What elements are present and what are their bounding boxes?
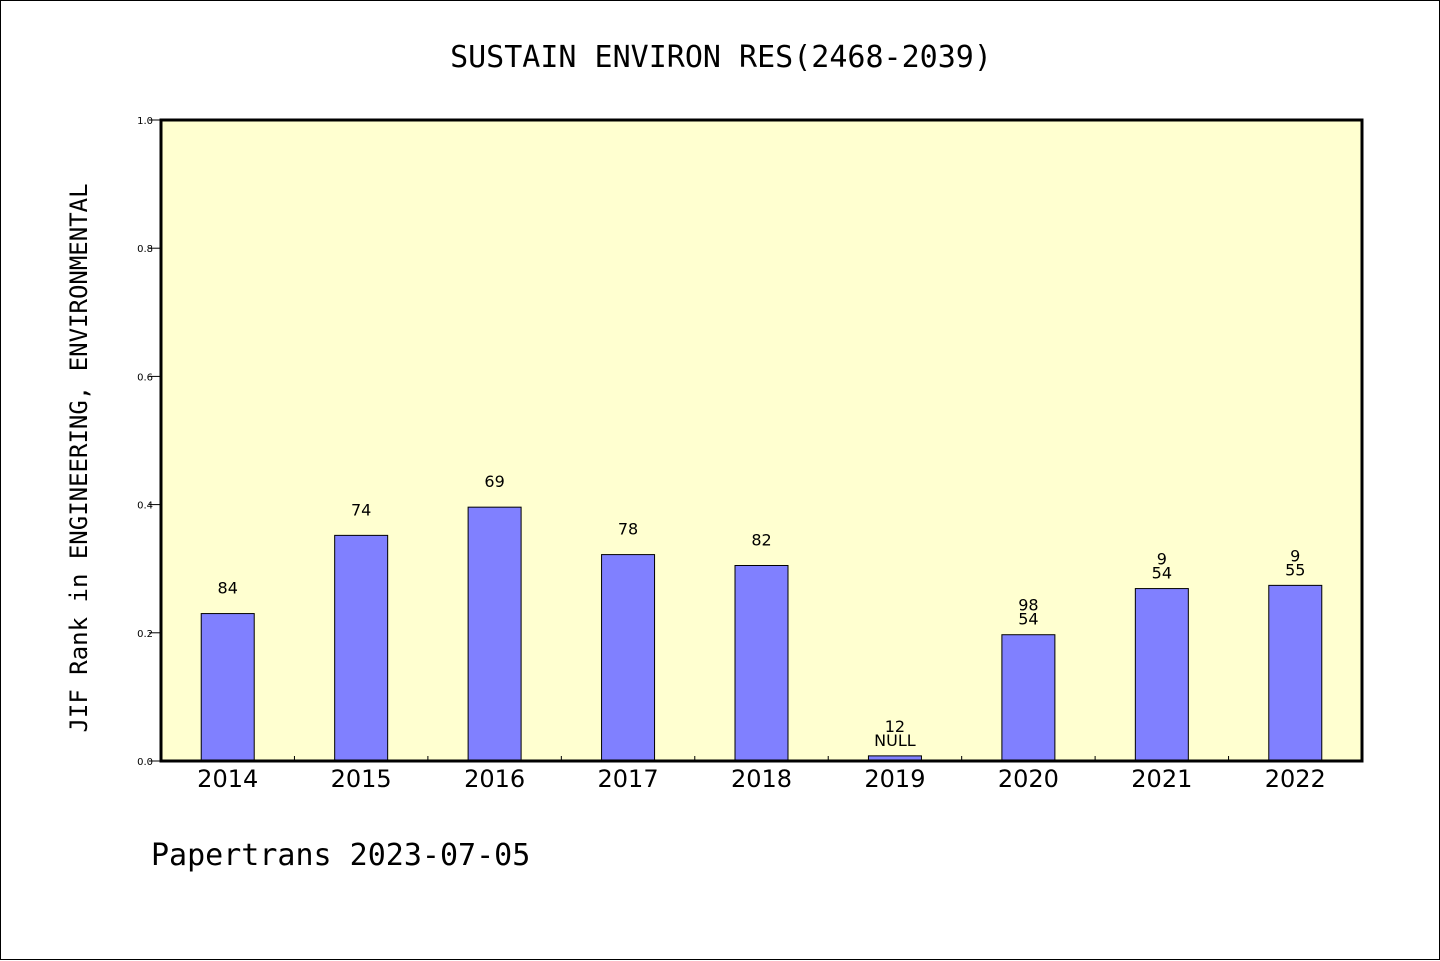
footer-credit: Papertrans 2023-07-05 [151,838,530,873]
bar-2014 [200,613,255,762]
data-label-2019-2: NULL [874,731,916,750]
data-label-2019-1: 12 [885,717,905,736]
y-tick-label: 0.8 [137,244,153,255]
data-label-2014: 84 [218,579,238,598]
x-axis: 2014 2015 2016 2017 2018 2019 2020 2021 2022 [197,756,1326,793]
plot-border [159,118,1364,763]
data-label-2020-2: 54 [1018,610,1038,629]
y-tick-label: 0.4 [137,501,153,512]
y-tick-label: 0.6 [137,372,153,383]
y-tick-label: 0.0 [137,757,153,768]
data-label-2022-1: 9 [1290,546,1300,565]
x-tick-label-2015: 2015 [331,765,392,793]
bar-2022 [1268,584,1323,762]
data-label-2018: 82 [751,530,771,549]
data-label-2022-2: 55 [1285,560,1305,579]
data-label-2017: 78 [618,520,638,539]
x-tick-label-2018: 2018 [731,765,792,793]
bar-2017 [601,554,656,762]
y-axis: 0.0 0.2 0.4 0.6 0.8 1.0 [137,116,161,768]
y-tick-label: 0.2 [137,629,153,640]
x-tick-label-2014: 2014 [197,765,258,793]
bar-2020 [1001,634,1056,762]
x-tick-label-2017: 2017 [598,765,659,793]
x-tick-label-2022: 2022 [1265,765,1326,793]
bar-2015 [334,534,389,762]
data-label-2020-1: 98 [1018,596,1038,615]
data-label-2021-2: 54 [1152,564,1172,583]
x-tick-label-2021: 2021 [1131,765,1192,793]
chart-title: SUSTAIN ENVIRON RES(2468-2039) [450,40,992,75]
y-axis-label: JIF Rank in ENGINEERING, ENVIRONMENTAL [65,183,93,732]
data-label-2016: 69 [484,472,504,491]
bar-2018 [734,564,789,762]
bars-layer [200,506,1323,762]
bar-2021 [1134,588,1189,762]
data-label-2021-1: 9 [1157,550,1167,569]
data-label-2015: 74 [351,500,371,519]
x-tick-label-2016: 2016 [464,765,525,793]
x-tick-label-2020: 2020 [998,765,1059,793]
x-tick-label-2019: 2019 [864,765,925,793]
bar-2016 [467,506,522,762]
y-tick-label: 1.0 [137,116,153,127]
